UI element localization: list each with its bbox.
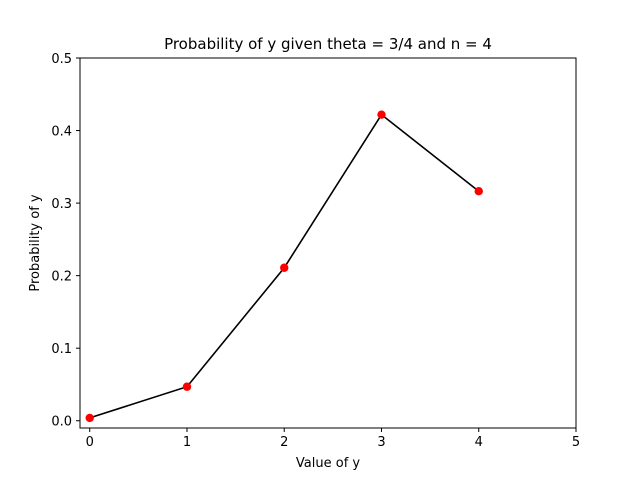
data-point (377, 110, 386, 119)
x-tick-label: 5 (572, 435, 580, 450)
plot-area-frame (79, 57, 577, 429)
y-tick-label: 0.4 (51, 125, 72, 140)
x-tick-label: 3 (377, 435, 385, 450)
series-layer (85, 110, 483, 423)
ticks-layer: 0 1 2 3 4 5 0.0 0.1 0.2 0.3 0.4 0.5 (51, 52, 580, 450)
y-axis-label: Probability of y (28, 194, 43, 292)
data-point (182, 382, 192, 391)
y-tick-label: 0.5 (51, 52, 72, 67)
data-point (85, 413, 94, 423)
x-tick-label: 1 (183, 435, 191, 450)
x-tick-label: 0 (86, 435, 94, 450)
x-axis-label: Value of y (296, 456, 360, 471)
data-point (474, 187, 483, 196)
y-tick-label: 0.3 (51, 197, 72, 212)
y-tick-label: 0.1 (51, 342, 72, 357)
y-tick-label: 0.0 (51, 415, 72, 430)
y-tick-label: 0.2 (51, 270, 72, 285)
x-tick-label: 2 (280, 435, 288, 450)
data-point (280, 263, 289, 272)
x-tick-label: 4 (475, 435, 483, 450)
chart-title: Probability of y given theta = 3/4 and n… (164, 35, 492, 53)
